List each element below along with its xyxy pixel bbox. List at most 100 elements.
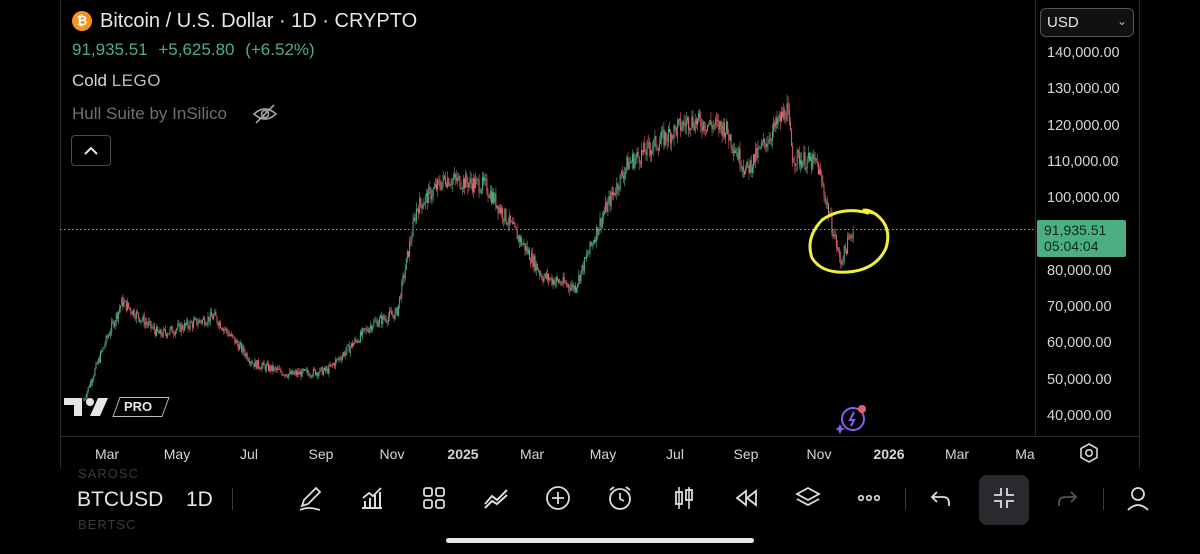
collapse-legend-button[interactable] — [71, 135, 111, 166]
layers-icon[interactable] — [794, 484, 822, 512]
redo-icon[interactable] — [1053, 484, 1081, 512]
candle-body — [518, 235, 520, 242]
indicators-icon[interactable] — [358, 484, 386, 512]
candle-body — [663, 129, 665, 146]
candle-body — [412, 221, 414, 237]
candle-body — [237, 343, 239, 350]
candle-body — [744, 171, 745, 175]
chart-title[interactable]: Bitcoin / U.S. Dollar · 1D · CRYPTO — [100, 10, 418, 32]
candle-body — [223, 328, 225, 331]
candle-body — [655, 136, 657, 149]
candle-body — [145, 322, 147, 324]
collapse-fullscreen-icon[interactable] — [990, 484, 1018, 512]
candle-body — [152, 326, 154, 328]
candle-body — [620, 172, 622, 175]
candle-body — [537, 270, 539, 272]
candle-body — [786, 103, 788, 121]
replay-icon[interactable] — [731, 484, 759, 512]
candle-body — [507, 224, 509, 226]
candle-body — [764, 138, 766, 144]
candle-body — [302, 369, 304, 371]
toolbar-separator — [905, 488, 906, 510]
undo-icon[interactable] — [927, 484, 955, 512]
candle-body — [213, 315, 215, 319]
price-chart[interactable] — [0, 0, 1200, 470]
candle-body — [648, 142, 650, 150]
home-indicator[interactable] — [446, 538, 754, 543]
candle-body — [309, 375, 311, 377]
candle-body — [390, 311, 392, 313]
candle-body — [217, 322, 219, 326]
candle-body — [452, 178, 454, 180]
candle-body — [676, 123, 678, 136]
candle-body — [470, 178, 472, 184]
candle-body — [218, 322, 220, 326]
candle-body — [710, 120, 712, 125]
price-axis-label: 130,000.00 — [1047, 81, 1120, 98]
candle-body — [104, 344, 106, 347]
candle-body — [240, 343, 241, 345]
candle-body — [824, 195, 826, 204]
candle-body — [736, 152, 738, 154]
candle-body — [738, 148, 740, 160]
candle-body — [822, 182, 824, 186]
candle-body — [156, 326, 157, 336]
candle-body — [234, 337, 236, 344]
candle-body — [353, 343, 355, 347]
candle-body — [826, 202, 828, 204]
candle-body — [774, 122, 776, 128]
add-icon[interactable] — [544, 484, 572, 512]
candle-body — [321, 367, 323, 375]
candle-body — [605, 202, 607, 212]
candle-body — [542, 278, 544, 282]
candle-body — [539, 271, 541, 275]
candle-body — [433, 187, 435, 189]
candle-body — [592, 243, 594, 244]
drawing-pen-icon[interactable] — [296, 484, 324, 512]
candle-body — [729, 134, 731, 141]
candle-body — [194, 318, 196, 321]
candle-body — [229, 334, 231, 336]
account-icon[interactable] — [1124, 484, 1152, 512]
candle-body — [632, 154, 633, 162]
annotation-circle[interactable] — [808, 208, 890, 274]
candle-body — [352, 343, 353, 347]
indicator-hull-suite[interactable]: Hull Suite by InSilico — [72, 104, 227, 123]
indicator-cold-lego[interactable]: Cold LEGO — [72, 71, 161, 91]
ai-assistant-icon[interactable] — [836, 404, 868, 434]
templates-icon[interactable] — [420, 484, 448, 512]
candle-body — [548, 274, 549, 281]
alert-clock-icon[interactable] — [606, 484, 634, 512]
candle-body — [661, 131, 663, 140]
candle-body — [418, 208, 420, 214]
chart-settings-icon[interactable] — [1078, 442, 1100, 464]
compare-icon[interactable] — [482, 484, 510, 512]
symbol-button[interactable]: BTCUSD — [77, 488, 164, 511]
candle-body — [250, 362, 252, 363]
candle-body — [717, 120, 719, 121]
candle-body — [667, 128, 669, 142]
more-icon[interactable] — [855, 484, 883, 512]
candle-body — [619, 174, 621, 190]
candle-body — [95, 362, 97, 369]
candle-body — [210, 312, 212, 317]
candle-body — [480, 189, 482, 193]
price-axis-label: 60,000.00 — [1047, 335, 1112, 352]
candle-body — [344, 352, 346, 356]
candle-body — [341, 355, 343, 360]
candle-body — [526, 246, 528, 253]
candles-icon[interactable] — [670, 484, 698, 512]
candle-body — [201, 319, 203, 323]
candle-body — [506, 222, 508, 225]
candle-body — [701, 127, 703, 131]
candle-body — [307, 369, 309, 373]
candle-body — [219, 322, 221, 329]
candle-body — [511, 221, 513, 223]
currency-select[interactable]: USD ⌄ — [1040, 8, 1134, 37]
candle-body — [571, 283, 573, 287]
candle-body — [222, 328, 224, 331]
timeframe-button[interactable]: 1D — [186, 488, 213, 511]
candle-body — [84, 398, 86, 400]
hidden-eye-icon[interactable] — [252, 103, 278, 125]
candle-body — [789, 121, 791, 130]
